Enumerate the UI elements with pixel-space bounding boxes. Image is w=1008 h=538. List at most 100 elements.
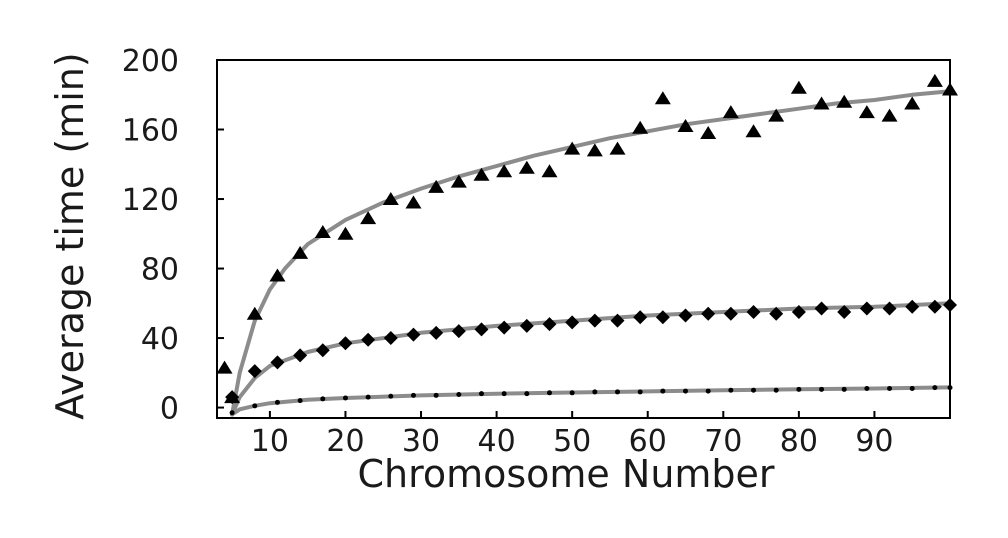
y-tick-label: 120 [122,183,179,218]
data-point-diamond [859,301,874,316]
data-point-diamond [565,315,580,330]
data-point-diamond [610,313,625,328]
data-point-dot [342,395,348,401]
x-tick-label: 70 [704,424,742,459]
data-point-triangle [405,195,422,209]
axis-ticks: 10 20 30 40 50 60 70 80 90 0 40 80 120 160 200 [122,44,894,459]
data-point-diamond [882,301,897,316]
data-point-triangle [337,226,354,240]
y-tick-label: 200 [122,44,179,79]
data-point-triangle [677,119,694,133]
data-point-diamond [519,318,534,333]
data-point-triangle [586,143,603,157]
data-point-diamond [633,310,648,325]
data-point-dot [909,385,915,391]
x-tick-label: 50 [553,424,591,459]
data-point-diamond [293,348,308,363]
data-point-dot [592,389,598,395]
data-point-diamond [655,310,670,325]
y-tick-label: 80 [141,253,179,288]
data-point-triangle [269,268,286,282]
data-point-dot [637,389,643,395]
data-point-diamond [814,301,829,316]
y-tick-label: 0 [160,392,179,427]
data-point-diamond [723,306,738,321]
data-point-triangle [541,164,558,178]
data-markers [216,73,958,416]
data-point-dot [819,386,825,392]
data-point-triangle [926,73,943,87]
data-point-diamond [451,324,466,339]
data-point-triangle [496,164,513,178]
y-axis-title: Average time (min) [48,52,92,419]
data-point-triangle [654,91,671,105]
data-point-diamond [701,306,716,321]
data-point-triangle [790,80,807,94]
data-point-dot [433,392,439,398]
data-point-triangle [246,306,263,320]
data-point-triangle [314,225,331,239]
data-point-dot [478,391,484,397]
data-point-diamond [678,308,693,323]
data-point-dot [501,391,507,397]
x-tick-label: 20 [326,424,364,459]
data-point-diamond [247,364,262,379]
plot-frame [216,59,951,419]
data-point-triangle [700,125,717,139]
data-point-triangle [722,105,739,119]
data-point-dot [773,387,779,393]
data-point-dot [887,385,893,391]
x-tick-label: 40 [478,424,516,459]
data-point-dot [705,388,711,394]
data-point-triangle [813,96,830,110]
data-point-triangle [428,179,445,193]
data-point-diamond [474,322,489,337]
data-point-dot [546,390,552,396]
data-point-dot [524,391,530,397]
data-point-dot [365,394,371,400]
data-point-diamond [587,313,602,328]
data-point-dot [932,385,938,391]
data-point-dot [274,399,280,405]
data-point-diamond [338,336,353,351]
data-point-triangle [632,120,649,134]
data-point-dot [252,403,258,409]
x-tick-label: 10 [251,424,289,459]
data-point-dot [297,398,303,404]
data-point-diamond [927,299,942,314]
data-point-dot [410,392,416,398]
data-point-diamond [905,299,920,314]
data-point-diamond [769,306,784,321]
x-tick-label: 30 [402,424,440,459]
x-tick-label: 90 [855,424,893,459]
fit-lines [230,89,952,417]
data-point-diamond [746,304,761,319]
data-point-diamond [542,317,557,332]
y-tick-label: 160 [122,114,179,149]
x-tick-label: 80 [780,424,818,459]
data-point-dot [796,386,802,392]
data-point-triangle [518,160,535,174]
data-point-diamond [383,331,398,346]
data-point-triangle [858,105,875,119]
data-point-triangle [473,167,490,181]
data-point-dot [456,392,462,398]
data-point-diamond [270,355,285,370]
data-point-diamond [315,343,330,358]
data-point-diamond [791,304,806,319]
data-point-dot [320,396,326,402]
data-point-dot [864,385,870,391]
fit-line-triangle [230,89,952,417]
data-point-triangle [382,192,399,206]
data-point-triangle [904,96,921,110]
data-point-triangle [836,94,853,108]
data-point-dot [229,410,235,416]
data-point-dot [569,390,575,396]
y-tick-label: 40 [141,322,179,357]
x-axis-title: Chromosome Number [357,452,774,496]
data-point-triangle [216,360,233,374]
data-point-triangle [881,108,898,122]
data-point-triangle [768,108,785,122]
data-point-dot [388,393,394,399]
